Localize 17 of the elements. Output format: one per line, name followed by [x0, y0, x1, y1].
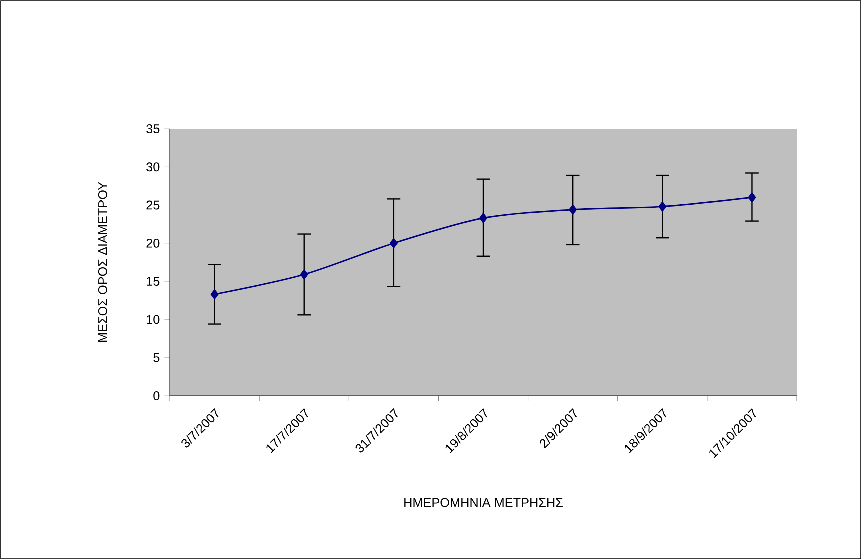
y-tick-label: 15 [147, 277, 160, 286]
point [480, 213, 488, 224]
y-axis-title: ΜΕΣΟΣ ΟΡΟΣ ΔΙΑΜΕΤΡΟΥ [98, 182, 108, 342]
y-tick-label: 20 [146, 238, 160, 248]
y-tick-label: 35 [146, 124, 160, 134]
y-tick-label: 25 [146, 200, 160, 210]
x-axis-title: ΗΜΕΡΟΜΗΝΙΑ ΜΕΤΡΗΣΗΣ [404, 498, 563, 508]
point [210, 290, 219, 300]
y-tick-label: 0 [154, 392, 160, 400]
y-tick-label: 10 [147, 315, 160, 324]
y-tick-label: 30 [146, 162, 160, 172]
point [300, 270, 308, 280]
point [748, 192, 756, 203]
point [658, 202, 667, 212]
y-tick-label: 5 [154, 353, 160, 362]
point [390, 238, 398, 248]
point [569, 204, 578, 215]
